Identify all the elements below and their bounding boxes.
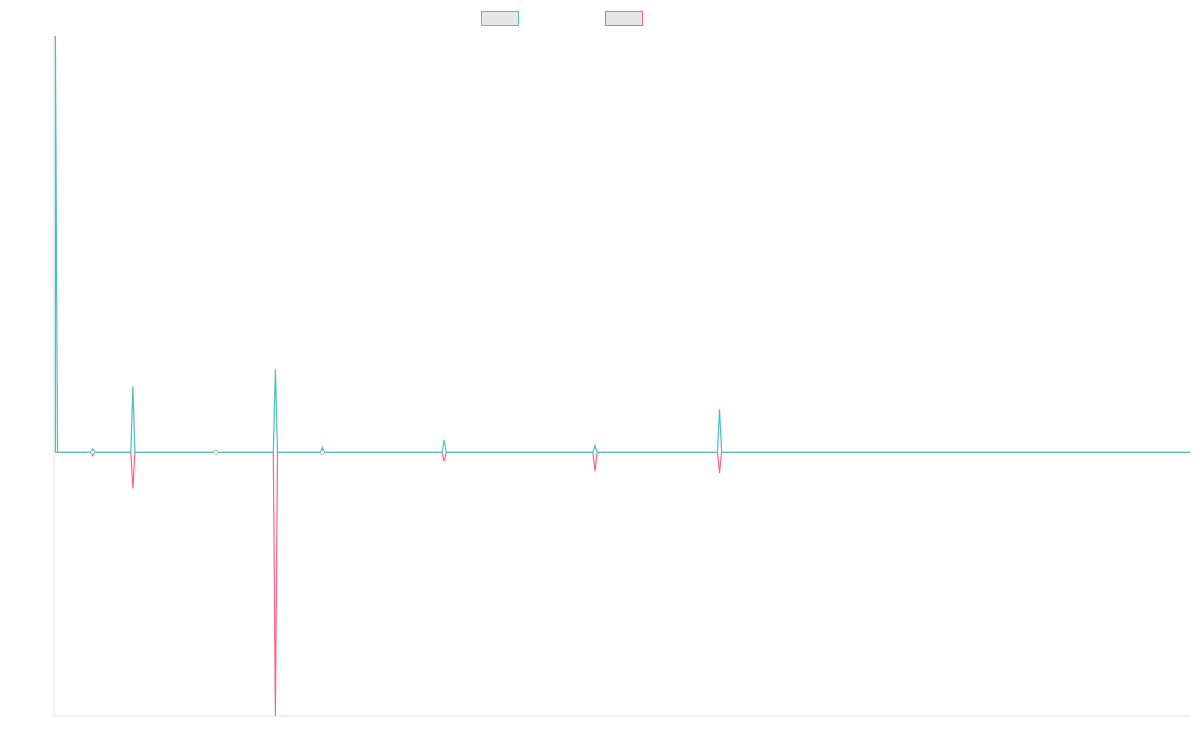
series-layer bbox=[54, 35, 1190, 717]
legend bbox=[0, 9, 1200, 27]
legend-item-series-2[interactable] bbox=[605, 9, 649, 27]
data-point-marker bbox=[213, 449, 219, 455]
legend-swatch-series-2 bbox=[605, 10, 643, 26]
series-2-line bbox=[55, 451, 1190, 717]
data-point-marker bbox=[90, 449, 96, 455]
data-point-marker bbox=[319, 449, 325, 455]
legend-swatch-series-1 bbox=[481, 10, 519, 26]
series-1-line bbox=[54, 35, 1190, 453]
legend-item-series-1[interactable] bbox=[481, 9, 525, 27]
